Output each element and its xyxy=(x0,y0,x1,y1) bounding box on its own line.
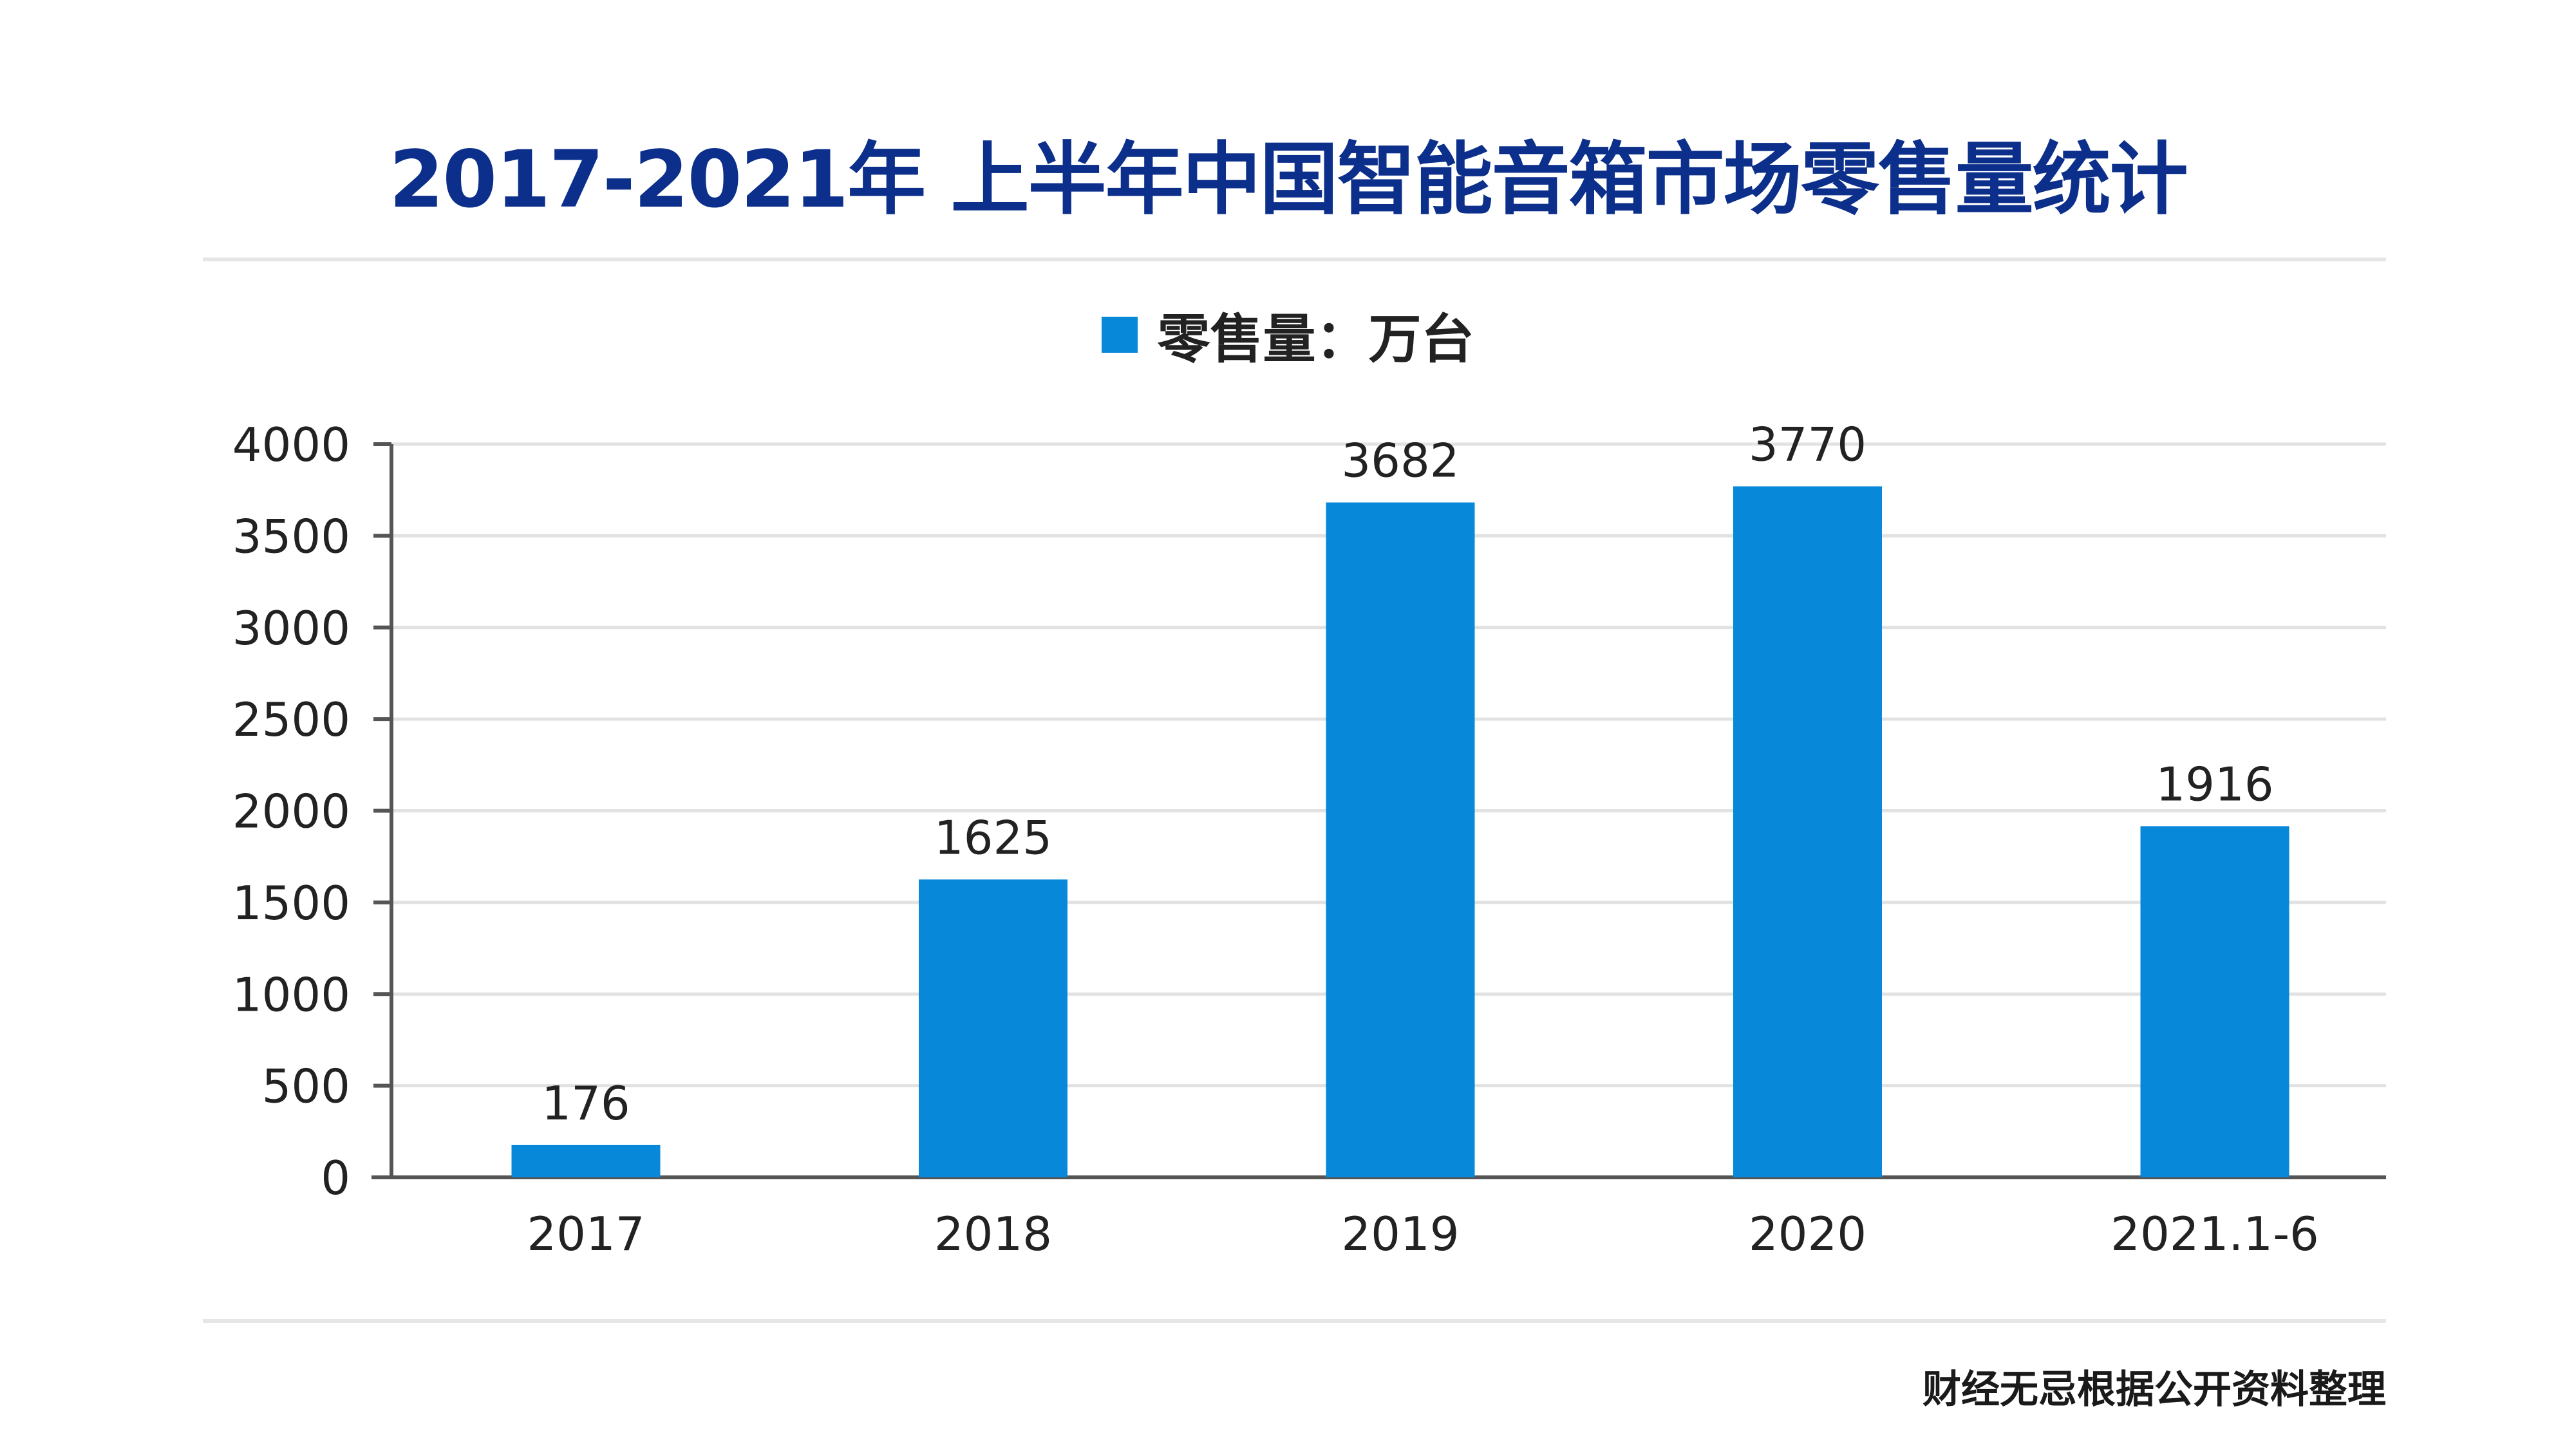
y-tick-label: 3000 xyxy=(232,601,350,655)
x-tick-label: 2021.1-6 xyxy=(2111,1207,2319,1261)
legend: 零售量：万台 xyxy=(0,296,2576,373)
x-tick-label: 2019 xyxy=(1341,1207,1459,1261)
data-label: 3682 xyxy=(1341,434,1459,488)
bar xyxy=(2140,826,2289,1177)
y-tick-label: 0 xyxy=(321,1151,350,1205)
top-divider xyxy=(203,257,2386,261)
y-tick-label: 1000 xyxy=(232,968,350,1022)
y-tick-label: 4000 xyxy=(232,418,350,472)
bar xyxy=(1326,502,1475,1177)
y-tick-label: 1500 xyxy=(232,876,350,930)
bar xyxy=(511,1145,661,1177)
data-label: 176 xyxy=(541,1076,630,1130)
x-tick-label: 2018 xyxy=(934,1207,1052,1261)
y-tick-label: 2500 xyxy=(232,693,350,747)
bar xyxy=(1733,486,1882,1178)
data-label: 1625 xyxy=(934,810,1052,865)
y-tick-label: 2000 xyxy=(232,785,350,839)
x-tick-label: 2017 xyxy=(527,1207,644,1261)
bottom-divider xyxy=(203,1319,2386,1323)
legend-swatch xyxy=(1102,316,1138,353)
data-label: 3770 xyxy=(1749,417,1866,471)
y-tick-label: 3500 xyxy=(232,509,350,563)
source-note: 财经无忌根据公开资料整理 xyxy=(1923,1367,2386,1412)
data-label: 1916 xyxy=(2156,757,2273,811)
y-tick-label: 500 xyxy=(262,1060,350,1114)
chart-title: 2017-2021年 上半年中国智能音箱市场零售量统计 xyxy=(389,134,2188,225)
legend-label: 零售量：万台 xyxy=(1157,309,1474,370)
bar xyxy=(919,879,1067,1177)
x-tick-label: 2020 xyxy=(1749,1207,1866,1261)
